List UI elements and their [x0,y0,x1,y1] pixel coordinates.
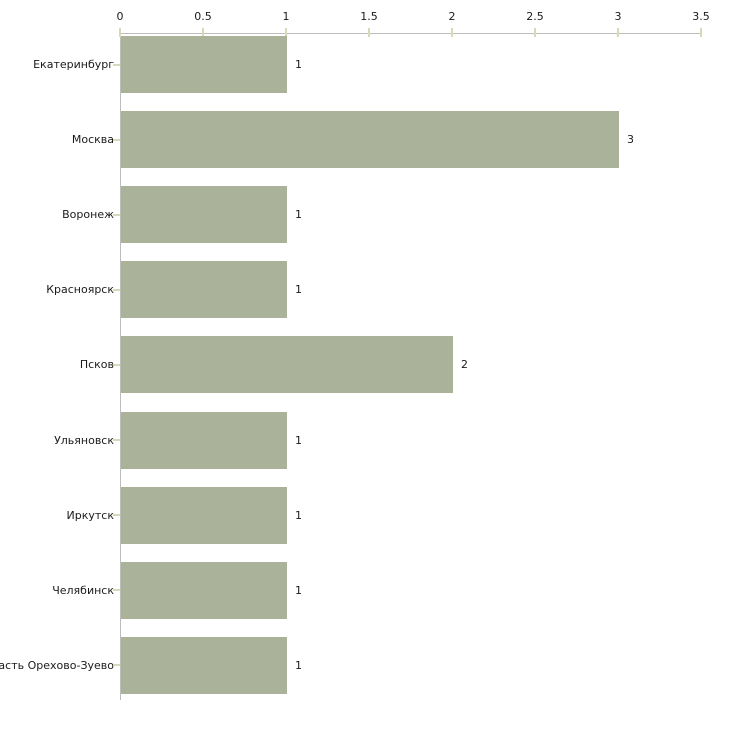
x-tick-mark [451,28,453,37]
category-label: Иркутск [66,508,114,522]
x-tick-label: 0 [116,10,124,23]
bar [121,111,619,169]
y-tick-mark [113,664,120,667]
x-tick-mark [368,28,370,37]
category-label: ласть Орехово-Зуево [0,658,114,672]
category-label: Екатеринбург [33,58,114,71]
x-tick-mark [285,28,287,37]
y-tick-mark [113,213,120,216]
value-label: 1 [295,658,302,672]
bar [121,636,287,694]
value-label: 3 [627,133,634,147]
y-tick-mark [113,589,120,592]
x-tick-label: 2 [448,10,456,23]
category-label: Москва [71,133,114,147]
x-tick-label: 3 [614,10,622,23]
value-label: 1 [295,583,302,597]
bar [121,261,287,319]
x-tick-label: 2.5 [526,10,544,23]
y-axis-line [120,33,121,700]
category-label: Воронеж [62,208,114,222]
y-tick-mark [113,439,120,441]
value-label: 2 [461,358,468,372]
y-tick-mark [113,63,120,66]
category-label: Челябинск [52,583,114,597]
x-tick-label: 1 [282,10,290,23]
category-label: Ульяновск [54,433,114,447]
bar [121,336,453,394]
value-label: 1 [295,433,302,447]
x-tick-label: 0.5 [194,10,212,23]
y-tick-mark [113,363,120,366]
x-axis-line [120,33,702,34]
y-tick-mark [113,514,120,517]
x-tick-label: 3.5 [692,10,710,23]
bar [121,411,287,469]
x-tick-mark [700,28,702,37]
bar [121,561,287,619]
x-tick-mark [119,28,121,37]
category-label: Псков [79,358,114,372]
x-tick-mark [617,28,619,37]
bar [121,186,287,244]
x-tick-mark [534,28,536,37]
bar [121,36,287,93]
value-label: 1 [295,508,302,522]
y-tick-mark [113,288,120,291]
y-tick-mark [113,138,120,141]
bar [121,486,287,544]
value-label: 1 [295,208,302,222]
value-label: 1 [295,283,302,297]
x-tick-mark [202,28,204,37]
x-tick-label: 1.5 [360,10,378,23]
value-label: 1 [295,58,302,71]
category-label: Красноярск [46,283,114,297]
